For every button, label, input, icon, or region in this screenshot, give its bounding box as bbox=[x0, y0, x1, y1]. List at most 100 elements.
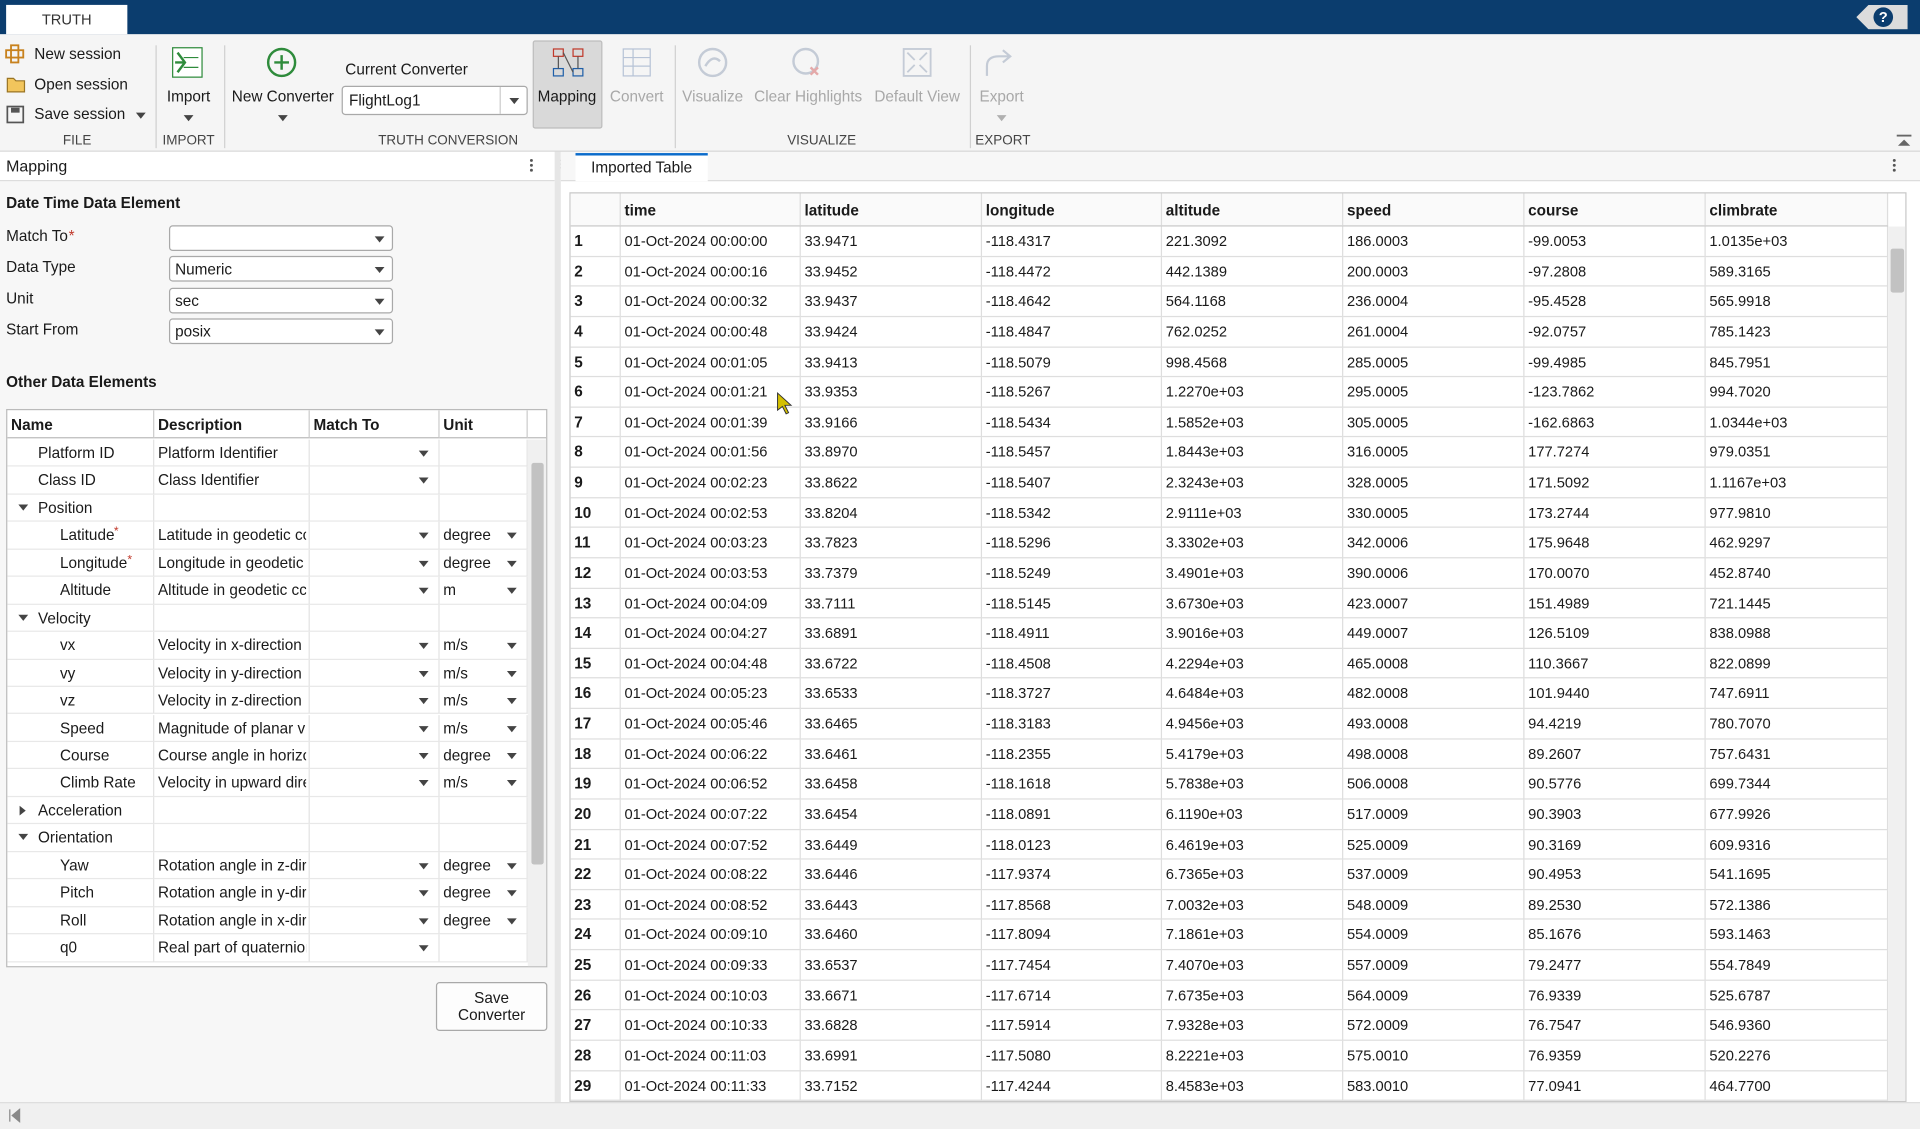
visualize-button[interactable]: Clear Highlights bbox=[754, 88, 862, 105]
table-cell: 390.0006 bbox=[1343, 558, 1524, 588]
element-unit[interactable]: m/s bbox=[443, 637, 468, 654]
table-cell: -118.4911 bbox=[982, 619, 1162, 649]
table-cell: -117.9374 bbox=[982, 860, 1162, 890]
column-header[interactable]: time bbox=[621, 193, 801, 225]
tab-truth[interactable]: TRUTH bbox=[6, 5, 127, 34]
group-toggle[interactable] bbox=[18, 614, 28, 620]
imported-table-tab[interactable]: Imported Table bbox=[576, 153, 708, 181]
visualize-button[interactable]: Visualize bbox=[682, 88, 743, 105]
scroll-thumb[interactable] bbox=[531, 463, 543, 865]
table-cell: 506.0008 bbox=[1343, 769, 1524, 799]
table-cell: 261.0004 bbox=[1343, 317, 1524, 347]
grid-cell bbox=[7, 660, 154, 687]
table-cell: 33.7823 bbox=[801, 528, 982, 558]
table-cell: 33.9424 bbox=[801, 317, 982, 347]
element-unit[interactable]: m/s bbox=[443, 692, 468, 709]
row-number: 13 bbox=[571, 588, 621, 618]
row-number: 18 bbox=[571, 739, 621, 769]
table-cell: 177.7274 bbox=[1524, 438, 1705, 468]
section-label: IMPORT bbox=[163, 133, 215, 148]
element-unit[interactable]: degree bbox=[443, 884, 491, 901]
column-header[interactable]: Unit bbox=[440, 410, 528, 438]
element-unit[interactable]: degree bbox=[443, 554, 491, 571]
table-cell: -117.4244 bbox=[982, 1071, 1162, 1101]
field-dropdown[interactable] bbox=[169, 225, 393, 251]
table-cell: 33.6722 bbox=[801, 649, 982, 679]
field-dropdown[interactable]: sec bbox=[169, 288, 393, 314]
import-icon bbox=[173, 48, 202, 77]
group-name: Orientation bbox=[38, 829, 113, 846]
file-item[interactable]: New session bbox=[34, 45, 121, 62]
table-cell: 3.6730e+03 bbox=[1162, 588, 1343, 618]
table-cell: 76.7547 bbox=[1524, 1011, 1705, 1041]
row-number: 1 bbox=[571, 227, 621, 257]
mapping-button[interactable]: Mapping bbox=[538, 88, 597, 105]
element-unit[interactable]: degree bbox=[443, 747, 491, 764]
table-cell: 747.6911 bbox=[1706, 679, 1888, 709]
scroll-thumb[interactable] bbox=[1891, 249, 1904, 293]
element-unit[interactable]: m/s bbox=[443, 664, 468, 681]
table-cell: 01-Oct-2024 00:04:09 bbox=[621, 588, 801, 618]
column-header[interactable]: latitude bbox=[801, 193, 982, 225]
document-menu-icon[interactable] bbox=[1889, 157, 1899, 174]
import-button[interactable]: Import bbox=[167, 88, 210, 105]
current-converter-dropdown[interactable]: FlightLog1 bbox=[342, 86, 528, 115]
element-unit[interactable]: m/s bbox=[443, 774, 468, 791]
table-cell: -117.8568 bbox=[982, 890, 1162, 920]
table-cell: -118.5079 bbox=[982, 347, 1162, 377]
collapse-toolstrip-icon[interactable] bbox=[1897, 135, 1912, 146]
column-header[interactable]: course bbox=[1524, 193, 1705, 225]
export-button[interactable]: Export bbox=[980, 88, 1024, 105]
element-unit[interactable]: degree bbox=[443, 912, 491, 929]
table-cell: 1.1167e+03 bbox=[1706, 468, 1888, 498]
convert-icon bbox=[623, 49, 650, 76]
group-toggle[interactable] bbox=[20, 806, 26, 816]
file-item[interactable]: Save session bbox=[34, 105, 125, 122]
convert-button[interactable]: Convert bbox=[610, 88, 664, 105]
column-header[interactable]: altitude bbox=[1162, 193, 1343, 225]
row-number: 19 bbox=[571, 769, 621, 799]
column-header[interactable]: Match To bbox=[310, 410, 440, 438]
table-cell: 236.0004 bbox=[1343, 287, 1524, 317]
new-converter-icon bbox=[268, 49, 295, 76]
element-unit[interactable]: degree bbox=[443, 857, 491, 874]
group-toggle[interactable] bbox=[18, 834, 28, 840]
dropdown-arrow bbox=[419, 561, 429, 567]
table-cell: 572.0009 bbox=[1343, 1011, 1524, 1041]
visualize-icon bbox=[699, 49, 726, 76]
element-name: Speed bbox=[60, 719, 104, 736]
table-cell: 33.9452 bbox=[801, 257, 982, 287]
column-header[interactable]: Name bbox=[7, 410, 154, 438]
element-unit[interactable]: m bbox=[443, 582, 456, 599]
save-converter-button[interactable]: Save Converter bbox=[436, 982, 547, 1031]
element-unit[interactable]: degree bbox=[443, 527, 491, 544]
group-toggle[interactable] bbox=[18, 504, 28, 510]
field-dropdown[interactable]: posix bbox=[169, 319, 393, 345]
table-cell: 01-Oct-2024 00:05:46 bbox=[621, 709, 801, 739]
table-cell: 01-Oct-2024 00:06:22 bbox=[621, 739, 801, 769]
table-cell: 1.0344e+03 bbox=[1706, 407, 1888, 437]
panel-menu-icon[interactable] bbox=[527, 157, 537, 174]
splitter[interactable] bbox=[555, 152, 561, 1129]
element-unit[interactable]: m/s bbox=[443, 719, 468, 736]
dropdown-arrow bbox=[507, 726, 517, 732]
element-description: Real part of quaternion bbox=[158, 939, 306, 956]
column-header[interactable]: longitude bbox=[982, 193, 1162, 225]
grid-cell bbox=[154, 495, 310, 522]
element-description: Course angle in horizo bbox=[158, 747, 306, 764]
table-cell: -118.5434 bbox=[982, 407, 1162, 437]
field-dropdown[interactable]: Numeric bbox=[169, 256, 393, 282]
new-converter-button[interactable]: New Converter bbox=[232, 88, 334, 105]
help-button[interactable]: ? bbox=[1873, 7, 1893, 27]
file-item[interactable]: Open session bbox=[34, 76, 128, 93]
scrollbar[interactable] bbox=[1888, 227, 1906, 1103]
column-header[interactable]: climbrate bbox=[1706, 193, 1888, 225]
table-cell: 564.1168 bbox=[1162, 287, 1343, 317]
column-header[interactable]: speed bbox=[1343, 193, 1524, 225]
visualize-button[interactable]: Default View bbox=[874, 88, 960, 105]
table-cell: 537.0009 bbox=[1343, 860, 1524, 890]
element-name: Roll bbox=[60, 912, 86, 929]
column-header[interactable]: Description bbox=[154, 410, 310, 438]
table-cell: 33.6461 bbox=[801, 739, 982, 769]
dropdown-arrow bbox=[419, 478, 429, 484]
